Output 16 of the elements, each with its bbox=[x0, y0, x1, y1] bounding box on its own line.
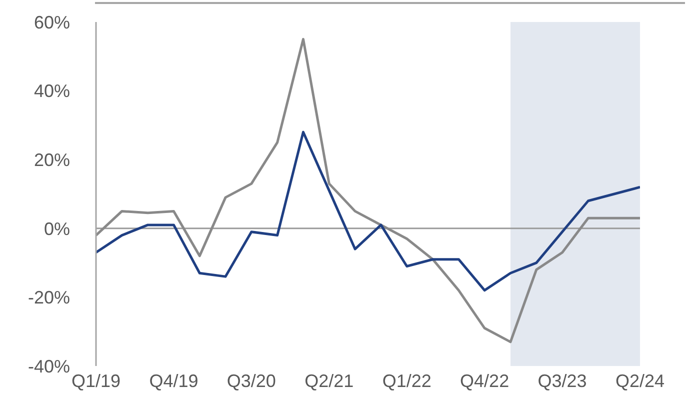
line-series bbox=[96, 130, 640, 292]
line-series bbox=[96, 38, 640, 344]
x-tick-label: Q2/21 bbox=[304, 370, 354, 391]
x-tick-label: Q4/19 bbox=[149, 370, 198, 391]
y-tick-label: 0% bbox=[44, 218, 70, 239]
x-tick-label: Q3/23 bbox=[538, 370, 587, 391]
y-tick-label: 60% bbox=[34, 12, 70, 32]
x-tick-label: Q3/20 bbox=[226, 370, 276, 391]
x-tick-label: Q4/22 bbox=[460, 370, 510, 391]
x-tick-label: Q1/19 bbox=[71, 370, 121, 391]
y-tick-label: 20% bbox=[34, 150, 70, 170]
y-tick-label: 40% bbox=[34, 81, 70, 102]
x-tick-label: Q2/24 bbox=[615, 370, 665, 391]
x-tick-label: Q1/22 bbox=[382, 370, 432, 391]
y-tick-label: -20% bbox=[28, 288, 70, 308]
y-tick-label: -40% bbox=[28, 356, 70, 376]
